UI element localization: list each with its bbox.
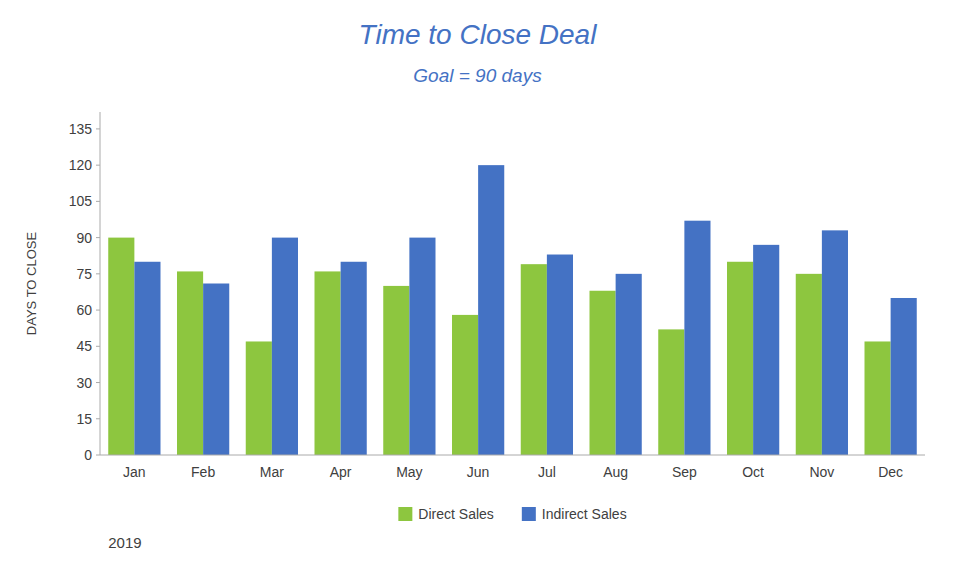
bar [547, 255, 573, 455]
bar [616, 274, 642, 455]
x-tick-label: Jun [467, 464, 490, 480]
bars [108, 165, 917, 455]
bar [452, 315, 478, 455]
bar [108, 238, 134, 455]
bar [753, 245, 779, 455]
bar [822, 230, 848, 455]
bar [727, 262, 753, 455]
y-tick [96, 201, 100, 202]
x-tick-label: Jul [538, 464, 556, 480]
y-tick [96, 237, 100, 238]
y-axis: 0 15 30 45 60 75 90 105 120 135 [69, 112, 100, 463]
x-axis-line [100, 455, 925, 456]
legend-swatch [522, 507, 536, 521]
y-tick-label: 105 [69, 193, 93, 209]
bar [134, 262, 160, 455]
bar [684, 221, 710, 455]
bar [478, 165, 504, 455]
x-tick-label: Apr [330, 464, 352, 480]
x-axis: Jan Feb Mar Apr May Jun Jul Aug Sep Oct Nov Dec [100, 455, 925, 480]
y-tick [96, 455, 100, 456]
y-tick [96, 128, 100, 129]
bar [272, 238, 298, 455]
y-tick [96, 346, 100, 347]
y-tick-label: 60 [76, 302, 92, 318]
legend-item: Indirect Sales [522, 506, 627, 522]
legend-label: Indirect Sales [542, 506, 627, 522]
bar [409, 238, 435, 455]
title: Time to Close Deal [359, 19, 598, 50]
y-tick [96, 382, 100, 383]
legend-label: Direct Sales [418, 506, 493, 522]
bar [891, 298, 917, 455]
x-tick-label: Mar [260, 464, 284, 480]
y-axis-label: DAYS TO CLOSE [24, 232, 39, 336]
bar [658, 329, 684, 455]
x-tick-label: Jan [123, 464, 146, 480]
x-tick-label: May [396, 464, 422, 480]
y-tick-label: 120 [69, 157, 93, 173]
y-tick-label: 0 [84, 447, 92, 463]
bar [246, 341, 272, 455]
chart: Time to Close Deal Goal = 90 days 0 15 30 45 6… [0, 0, 955, 575]
x-tick-label: Feb [191, 464, 215, 480]
bar [203, 284, 229, 456]
subtitle: Goal = 90 days [413, 65, 542, 86]
y-tick [96, 310, 100, 311]
x-tick-label: Dec [878, 464, 903, 480]
y-tick [96, 418, 100, 419]
y-tick-label: 45 [76, 338, 92, 354]
bar [865, 341, 891, 455]
bar [177, 271, 203, 455]
x-tick-label: Sep [672, 464, 697, 480]
y-tick-label: 75 [76, 266, 92, 282]
x-tick-label: Aug [603, 464, 628, 480]
y-tick [96, 273, 100, 274]
y-tick-label: 90 [76, 230, 92, 246]
x-axis-label: 2019 [108, 534, 141, 551]
bar [315, 271, 341, 455]
bar [383, 286, 409, 455]
legend: Direct Sales Indirect Sales [398, 506, 626, 522]
x-tick-label: Nov [809, 464, 834, 480]
legend-item: Direct Sales [398, 506, 493, 522]
legend-swatch [398, 507, 412, 521]
bar [590, 291, 616, 455]
bar [341, 262, 367, 455]
y-tick-label: 135 [69, 121, 93, 137]
y-tick-label: 15 [76, 411, 92, 427]
y-tick [96, 165, 100, 166]
bar [521, 264, 547, 455]
x-tick-label: Oct [742, 464, 764, 480]
y-tick-label: 30 [76, 375, 92, 391]
bar [796, 274, 822, 455]
y-axis-line [100, 112, 101, 455]
